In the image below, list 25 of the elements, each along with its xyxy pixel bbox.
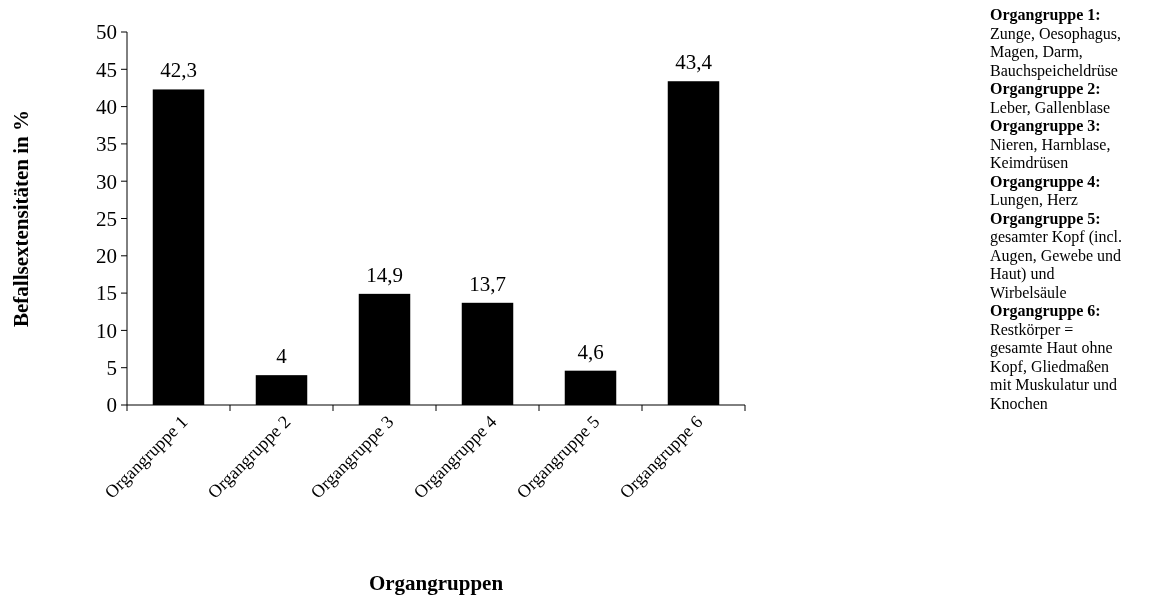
x-axis-title: Organgruppen: [368, 571, 504, 595]
y-tick-label: 45: [96, 57, 117, 82]
y-tick-label: 15: [96, 281, 117, 306]
text: Organgruppe 6: Restkörper = gesamte Haut ohne Kopf, Gliedmaßen mit Muskulatur und Knochen: [990, 302, 1118, 412]
data-label: 4,6: [577, 339, 604, 364]
text: Organgruppe 5: gesamter Kopf (incl. Augen, Gewebe und Haut) und Wirbelsäule: [990, 209, 1122, 301]
text: Organgruppe 4: Lungen, Herz: [990, 172, 1101, 209]
data-label: 4: [276, 344, 288, 369]
y-tick-label: 35: [96, 132, 117, 157]
text: Organgruppe 1: Zunge, Oesophagus, Magen, Darm, Bauchspeicheldrüse: [990, 6, 1122, 80]
y-tick-label: 20: [96, 244, 117, 269]
data-label: 13,7: [469, 271, 506, 296]
y-tick-label: 25: [96, 206, 117, 231]
y-axis-title: Befallsextensitäten in %: [9, 110, 33, 327]
y-tick-label: 10: [96, 318, 117, 343]
data-label: 43,4: [675, 50, 713, 75]
y-tick-label: 0: [106, 393, 117, 418]
text: Organgruppe 2: Leber, Gallenblase: [990, 80, 1111, 116]
text: Organgruppe 3: Nieren, Harnblase, Keimdrüsen: [990, 117, 1111, 171]
y-tick-label: 50: [96, 20, 117, 45]
y-tick-label: 40: [96, 94, 117, 119]
data-label: 14,9: [366, 262, 403, 287]
y-tick-label: 5: [106, 356, 117, 381]
data-label: 42,3: [160, 58, 197, 83]
y-tick-label: 30: [96, 169, 117, 194]
